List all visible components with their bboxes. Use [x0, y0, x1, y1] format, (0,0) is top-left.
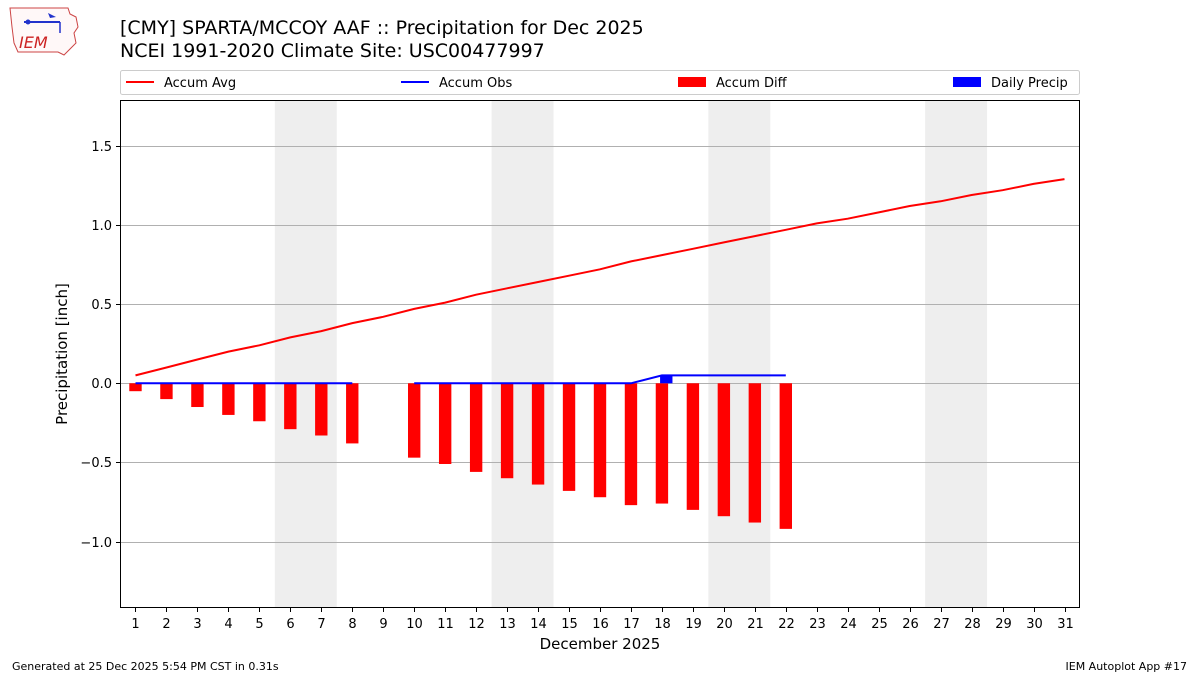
x-tick-label: 8: [348, 617, 356, 632]
x-tick-label: 27: [933, 617, 950, 632]
y-tick-label: 1.0: [91, 219, 112, 234]
accum-diff-bar: [500, 383, 514, 479]
y-tick-label: −1.0: [80, 536, 112, 551]
accum-diff-bar: [624, 383, 638, 506]
accum-diff-bar: [408, 383, 421, 458]
x-tick-label: 17: [623, 617, 640, 632]
series-lines: [135, 178, 1065, 385]
weekend-band: [925, 100, 988, 608]
accum-diff-bar: [191, 383, 204, 408]
accum-diff-bar: [593, 383, 607, 498]
x-tick-label: 22: [778, 617, 795, 632]
x-tick-label: 29: [995, 617, 1012, 632]
x-tick-label: 18: [654, 617, 671, 632]
legend-swatch: [953, 77, 981, 87]
weekend-band: [491, 100, 554, 608]
x-tick-label: 16: [592, 617, 609, 632]
accum-diff-bar: [655, 383, 669, 504]
accum-diff-bar: [562, 383, 576, 491]
chart-title: [CMY] SPARTA/MCCOY AAF :: Precipitation …: [120, 17, 644, 39]
y-tick-label: 1.5: [91, 140, 112, 155]
weekend-band: [708, 100, 771, 608]
x-tick-label: 30: [1026, 617, 1043, 632]
accum-diff-bar: [160, 383, 173, 400]
weekend-bands: [274, 100, 988, 608]
plot-frame: [120, 100, 1080, 608]
x-tick-label: 4: [224, 617, 232, 632]
iem-logo: IEM: [9, 7, 79, 56]
x-tick-label: 28: [964, 617, 981, 632]
x-tick-label: 21: [747, 617, 764, 632]
x-tick-label: 7: [317, 617, 325, 632]
legend-label: Accum Diff: [716, 76, 788, 91]
x-tick-label: 24: [840, 617, 857, 632]
y-axis-label: Precipitation [inch]: [53, 283, 71, 425]
y-tick-label: −0.5: [80, 456, 112, 471]
x-axis-label: December 2025: [540, 635, 661, 653]
bars: [129, 375, 792, 529]
legend-label: Accum Obs: [439, 76, 512, 91]
x-tick-label: 9: [379, 617, 387, 632]
x-tick-label: 11: [437, 617, 454, 632]
accum-diff-bar: [129, 383, 142, 392]
legend-label: Accum Avg: [164, 76, 236, 91]
legend-swatch: [678, 77, 706, 87]
accum-obs-line: [414, 374, 786, 385]
accum-diff-bar: [748, 383, 762, 523]
accum-diff-bar: [717, 383, 731, 517]
chart-subtitle: NCEI 1991-2020 Climate Site: USC00477997: [120, 40, 545, 62]
x-tick-label: 14: [530, 617, 547, 632]
x-tick-label: 23: [809, 617, 826, 632]
app-note: IEM Autoplot App #17: [1065, 660, 1188, 673]
x-tick-label: 3: [193, 617, 201, 632]
accum-diff-bar: [438, 383, 452, 464]
weekend-band: [274, 100, 337, 608]
x-tick-label: 20: [716, 617, 733, 632]
x-tick-label: 1: [131, 617, 139, 632]
accum-diff-bar: [346, 383, 359, 444]
x-tick-label: 6: [286, 617, 294, 632]
accum-diff-bar: [284, 383, 297, 430]
x-tick-label: 19: [685, 617, 702, 632]
accum-diff-bar: [222, 383, 235, 415]
accum-diff-bar: [469, 383, 483, 472]
x-tick-label: 25: [871, 617, 888, 632]
legend-label: Daily Precip: [991, 76, 1068, 91]
y-tick-label: 0.5: [91, 298, 112, 313]
x-tick-label: 31: [1057, 617, 1074, 632]
accum-diff-bar: [315, 383, 328, 436]
y-tick-label: 0.0: [91, 377, 112, 392]
legend-box: [120, 70, 1080, 95]
accum-diff-bar: [253, 383, 266, 422]
accum-diff-bar: [531, 383, 545, 485]
x-tick-label: 26: [902, 617, 919, 632]
axes: −1.0−0.50.00.51.01.51 2 3 4 5 6 7 8 9 10 11 12 13 14 1…: [80, 140, 1073, 632]
x-tick-label: 10: [406, 617, 423, 632]
generated-note: Generated at 25 Dec 2025 5:54 PM CST in …: [12, 660, 279, 673]
x-tick-label: 5: [255, 617, 263, 632]
x-tick-label: 12: [468, 617, 485, 632]
accum-diff-bar: [686, 383, 700, 510]
accum-diff-bar: [779, 383, 792, 529]
x-tick-label: 2: [162, 617, 170, 632]
daily-precip-bar: [660, 375, 673, 384]
x-tick-label: 13: [499, 617, 516, 632]
accum-avg-line: [135, 178, 1065, 377]
svg-text:IEM: IEM: [19, 33, 48, 52]
x-tick-label: 15: [561, 617, 578, 632]
legend: Accum Avg Accum Obs Accum Diff Daily Precip: [120, 70, 1080, 95]
